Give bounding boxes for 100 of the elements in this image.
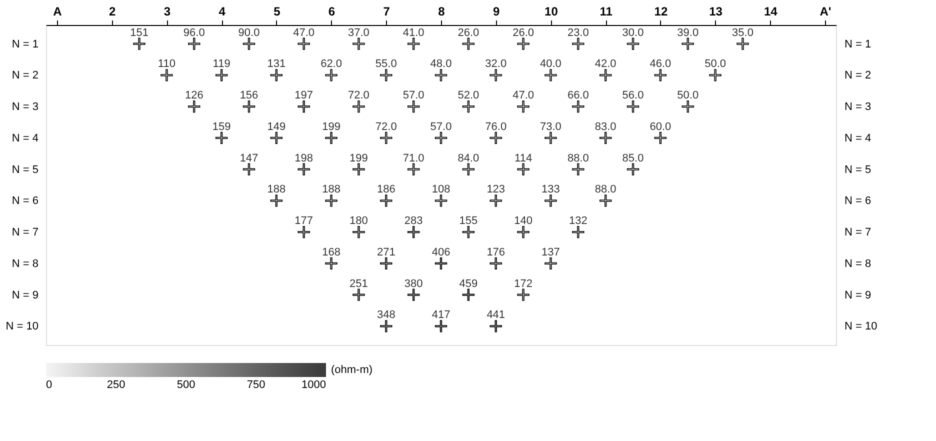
color-bar-label: 0: [46, 379, 52, 391]
annotation: 76.0: [485, 120, 507, 133]
y-tick-label: N = 9: [12, 289, 38, 302]
y2-tick-label: N = 8: [844, 258, 872, 270]
y-tick-label: N = 1: [12, 38, 38, 50]
annotation: 84.0: [458, 152, 480, 164]
annotation: 159: [212, 120, 231, 133]
annotation: 198: [294, 152, 314, 164]
annotation: 50.0: [677, 90, 699, 102]
y2-tick-label: N = 6: [844, 195, 872, 208]
annotation: 60.0: [650, 120, 672, 133]
annotation: 406: [432, 246, 450, 258]
x-tick-label: A': [820, 4, 832, 18]
y-tick-label: N = 8: [12, 258, 38, 270]
annotation: 42.0: [594, 58, 616, 70]
y2-tick-label: N = 1: [844, 38, 872, 50]
annotation: 96.0: [183, 26, 205, 39]
y-tick-label: N = 2: [12, 70, 38, 82]
y-tick-label: N = 10: [6, 320, 38, 333]
annotation: 155: [459, 215, 478, 228]
y-tick-label: N = 4: [12, 132, 38, 144]
annotation: 72.0: [348, 90, 370, 102]
x-tick-label: 3: [164, 4, 171, 18]
annotation: 35.0: [732, 26, 754, 39]
annotation: 380: [404, 278, 423, 290]
annotation: 149: [267, 120, 286, 133]
color-bar-label: 750: [246, 379, 266, 391]
y2-tick-label: N = 7: [844, 226, 872, 239]
annotation: 131: [267, 58, 286, 70]
color-bar-label: 500: [176, 379, 196, 391]
annotation: 39.0: [677, 26, 699, 39]
x-tick-label: 7: [383, 4, 390, 18]
annotation: 26.0: [512, 26, 534, 39]
annotation: 126: [184, 90, 204, 102]
annotation: 137: [542, 246, 560, 258]
annotation: 88.0: [567, 152, 589, 164]
annotation: 83.0: [594, 120, 616, 133]
x-tick-label: A: [53, 4, 62, 18]
annotation: 459: [459, 278, 478, 290]
x-tick-label: 13: [709, 4, 723, 18]
annotation: 114: [514, 152, 532, 164]
x-tick-label: 10: [544, 4, 558, 18]
annotation: 147: [240, 152, 258, 164]
annotation: 176: [486, 246, 506, 258]
annotation: 40.0: [540, 58, 562, 70]
annotation: 55.0: [375, 58, 397, 70]
annotation: 37.0: [348, 26, 370, 39]
annotation: 417: [432, 309, 450, 322]
annotation: 62.0: [320, 58, 342, 70]
annotation: 172: [514, 278, 532, 290]
annotation: 186: [376, 184, 396, 196]
annotation: 177: [294, 215, 314, 228]
y2-tick-label: N = 3: [844, 101, 872, 114]
x-tick-label: 2: [108, 4, 116, 18]
color-bar-label: 1000: [302, 379, 326, 391]
annotation: 156: [240, 90, 258, 102]
y-tick-label: N = 5: [12, 164, 38, 176]
annotation: 32.0: [485, 58, 507, 70]
x-tick-label: 14: [764, 4, 778, 18]
x-tick-label: 6: [328, 4, 336, 18]
annotation: 72.0: [375, 120, 397, 133]
x-tick-label: 5: [274, 4, 281, 18]
y2-tick-label: N = 2: [844, 70, 872, 82]
annotation: 140: [514, 215, 532, 228]
annotation: 52.0: [458, 90, 480, 102]
annotation: 30.0: [622, 26, 644, 39]
annotation: 47.0: [512, 90, 534, 102]
annotation: 180: [350, 215, 368, 228]
annotation: 168: [322, 246, 340, 258]
x-tick-label: 9: [493, 4, 500, 18]
annotation: 188: [267, 184, 286, 196]
y-tick-label: N = 6: [12, 195, 38, 208]
color-bar-label: 250: [106, 379, 126, 391]
color-bar-title: (ohm-m): [331, 364, 373, 376]
annotation: 441: [486, 309, 506, 322]
annotation: 133: [542, 184, 560, 196]
annotation: 47.0: [293, 26, 315, 39]
annotation: 123: [486, 184, 506, 196]
annotation: 110: [158, 58, 176, 70]
y2-tick-label: N = 5: [844, 164, 872, 176]
annotation: 50.0: [704, 58, 726, 70]
annotation: 71.0: [402, 152, 424, 164]
annotation: 199: [350, 152, 368, 164]
annotation: 73.0: [540, 120, 562, 133]
annotation: 26.0: [458, 26, 480, 39]
annotation: 119: [212, 58, 230, 70]
annotation: 348: [376, 309, 396, 322]
y-tick-label: N = 7: [12, 226, 38, 239]
x-tick-label: 12: [654, 4, 668, 18]
annotation: 57.0: [430, 120, 452, 133]
annotation: 23.0: [567, 26, 589, 39]
annotation: 132: [568, 215, 588, 228]
annotation: 108: [432, 184, 450, 196]
annotation: 271: [376, 246, 396, 258]
annotation: 188: [322, 184, 340, 196]
annotation: 151: [130, 26, 148, 39]
y2-tick-label: N = 4: [844, 132, 872, 144]
annotation: 46.0: [650, 58, 672, 70]
annotation: 66.0: [567, 90, 589, 102]
x-tick-label: 8: [438, 4, 446, 18]
